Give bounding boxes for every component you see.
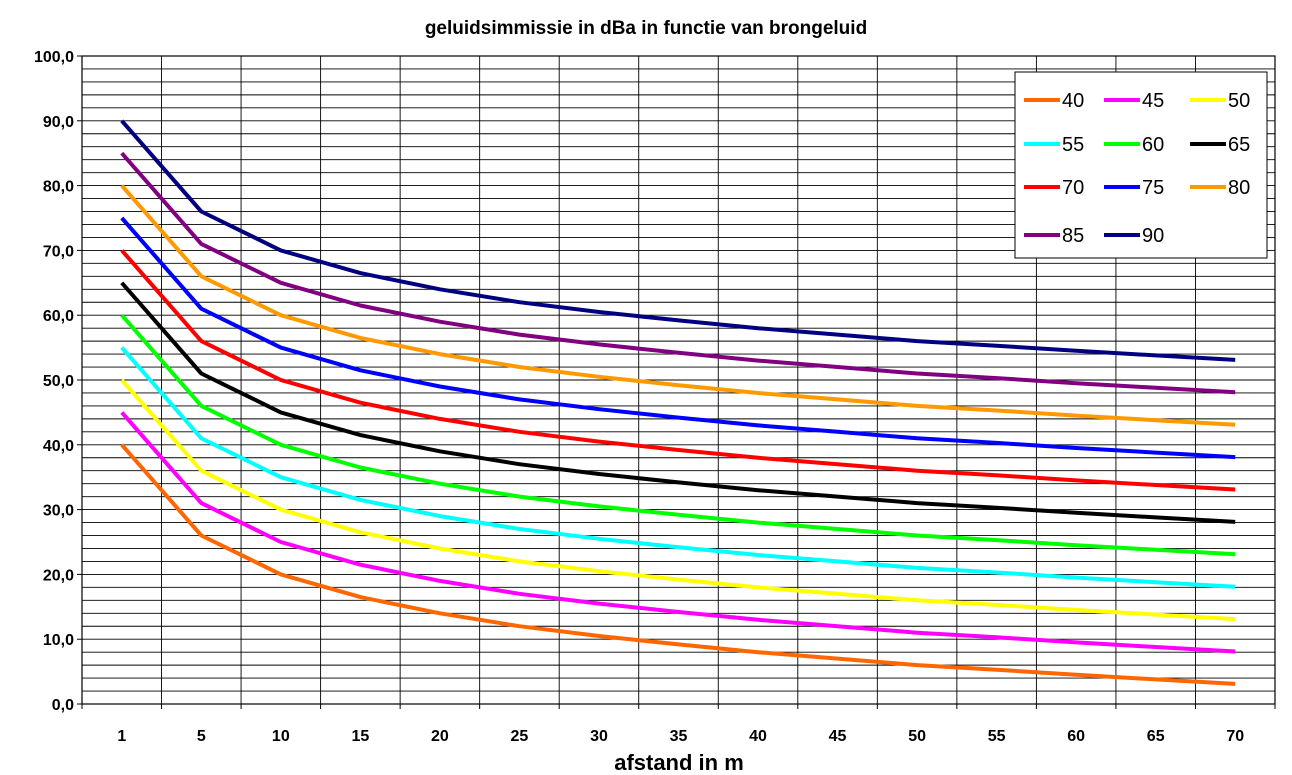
series-line-85 (120, 151, 1236, 395)
series-line-55 (120, 346, 1236, 589)
series-line-50 (120, 378, 1236, 622)
legend: 40 45 50 55 60 65 70 75 80 85 90 (1014, 71, 1268, 259)
legend-label-55: 55 (1062, 134, 1084, 156)
x-tick-label: 10 (272, 728, 290, 745)
x-tick-label: 30 (590, 728, 608, 745)
series-line-90 (120, 119, 1236, 362)
series-line-65 (120, 281, 1236, 524)
series-lines (120, 119, 1236, 686)
legend-label-70: 70 (1062, 177, 1084, 199)
series-line-80 (120, 184, 1236, 427)
legend-label-80: 80 (1228, 177, 1250, 199)
series-line-40 (120, 443, 1236, 686)
series-line-45 (120, 411, 1236, 654)
legend-label-50: 50 (1228, 90, 1250, 112)
x-tick-label: 25 (511, 728, 529, 745)
legend-label-85: 85 (1062, 225, 1084, 247)
y-tick-label: 0,0 (52, 697, 74, 714)
x-tick-label: 65 (1147, 728, 1165, 745)
x-tick-label: 45 (829, 728, 847, 745)
y-tick-label: 70,0 (43, 243, 74, 260)
x-tick-label: 50 (908, 728, 926, 745)
y-tick-label: 10,0 (43, 632, 74, 649)
x-tick-label: 35 (670, 728, 688, 745)
legend-label-45: 45 (1142, 90, 1164, 112)
y-tick-label: 40,0 (43, 438, 74, 455)
y-tick-label: 20,0 (43, 567, 74, 584)
x-tick-label: 70 (1226, 728, 1244, 745)
legend-label-65: 65 (1228, 134, 1250, 156)
x-tick-label: 20 (431, 728, 449, 745)
legend-label-75: 75 (1142, 177, 1164, 199)
series-line-70 (120, 249, 1236, 492)
y-tick-label: 60,0 (43, 308, 74, 325)
legend-box (1014, 71, 1268, 259)
y-tick-label: 100,0 (34, 49, 74, 66)
y-tick-label: 90,0 (43, 114, 74, 131)
chart-title: geluidsimmissie in dBa in functie van br… (425, 18, 867, 39)
series-line-60 (120, 313, 1236, 557)
legend-label-40: 40 (1062, 90, 1084, 112)
axes (77, 55, 1276, 709)
x-axis-label: afstand in m (614, 750, 744, 775)
y-tick-label: 80,0 (43, 179, 74, 196)
x-tick-label: 40 (749, 728, 767, 745)
x-tick-label: 60 (1067, 728, 1085, 745)
series-line-75 (120, 216, 1236, 460)
x-axis-ticks: 1 5 10 15 20 25 30 35 40 45 50 55 60 65 70 (117, 728, 1244, 745)
x-tick-label: 15 (351, 728, 369, 745)
y-tick-label: 50,0 (43, 373, 74, 390)
y-axis-ticks: 0,0 10,0 20,0 30,0 40,0 50,0 60,0 70,0 80,0 90,0 1… (34, 49, 74, 714)
x-tick-label: 5 (197, 728, 206, 745)
legend-label-90: 90 (1142, 225, 1164, 247)
x-tick-label: 1 (117, 728, 126, 745)
legend-label-60: 60 (1142, 134, 1164, 156)
x-tick-label: 55 (988, 728, 1006, 745)
y-tick-label: 30,0 (43, 503, 74, 520)
